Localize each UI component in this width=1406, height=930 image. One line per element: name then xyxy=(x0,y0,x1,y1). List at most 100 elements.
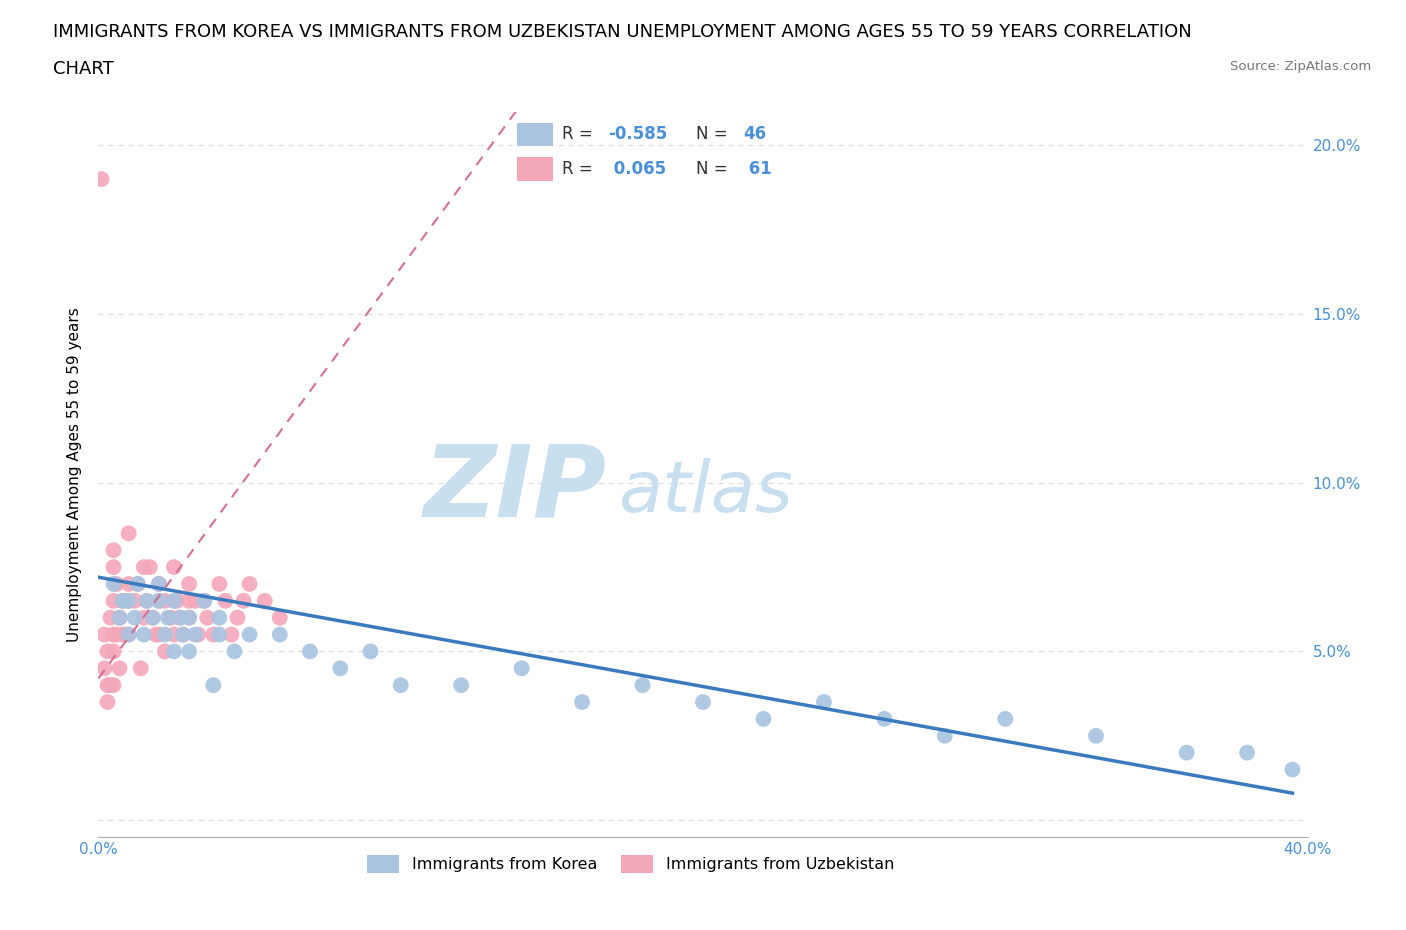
Point xyxy=(148,627,170,642)
Point xyxy=(103,593,125,608)
Point xyxy=(142,610,165,625)
Point xyxy=(118,627,141,642)
Text: N =: N = xyxy=(696,125,733,142)
Point xyxy=(127,577,149,591)
Y-axis label: Unemployment Among Ages 55 to 59 years: Unemployment Among Ages 55 to 59 years xyxy=(67,307,83,642)
Point xyxy=(179,610,201,625)
Point xyxy=(360,644,382,658)
Point xyxy=(156,610,179,625)
Point xyxy=(202,678,225,693)
Point xyxy=(450,678,472,693)
Legend: Immigrants from Korea, Immigrants from Uzbekistan: Immigrants from Korea, Immigrants from U… xyxy=(360,848,900,880)
Text: 46: 46 xyxy=(742,125,766,142)
Point xyxy=(163,560,186,575)
Point xyxy=(148,593,170,608)
Point xyxy=(179,610,201,625)
Point xyxy=(813,695,835,710)
Point xyxy=(239,577,262,591)
Point xyxy=(510,661,533,676)
Point xyxy=(169,610,191,625)
Point xyxy=(193,593,215,608)
Point xyxy=(179,577,201,591)
Point xyxy=(103,678,125,693)
Point xyxy=(96,678,118,693)
Point xyxy=(145,627,167,642)
Text: -0.585: -0.585 xyxy=(609,125,668,142)
Point xyxy=(221,627,243,642)
Point xyxy=(135,593,157,608)
Text: N =: N = xyxy=(696,160,733,178)
Point xyxy=(142,610,165,625)
Point xyxy=(153,644,176,658)
Point xyxy=(163,644,186,658)
Point xyxy=(269,627,291,642)
Point xyxy=(163,593,186,608)
Point xyxy=(103,543,125,558)
FancyBboxPatch shape xyxy=(517,123,553,146)
Point xyxy=(127,577,149,591)
Point xyxy=(100,610,122,625)
Point xyxy=(111,593,134,608)
Point xyxy=(184,593,207,608)
Point xyxy=(224,644,246,658)
Point xyxy=(103,560,125,575)
Point xyxy=(873,711,896,726)
Point xyxy=(1281,762,1303,777)
Point xyxy=(124,593,146,608)
Point xyxy=(208,627,231,642)
Text: R =: R = xyxy=(562,160,598,178)
Point xyxy=(1175,745,1198,760)
Point xyxy=(208,610,231,625)
Point xyxy=(179,644,201,658)
Point xyxy=(132,560,155,575)
Point xyxy=(692,695,714,710)
Point xyxy=(239,627,262,642)
Point xyxy=(96,695,118,710)
Point xyxy=(179,593,201,608)
Point xyxy=(105,627,128,642)
Point xyxy=(214,593,236,608)
Point xyxy=(1236,745,1258,760)
Point xyxy=(108,610,131,625)
Point xyxy=(103,627,125,642)
Point xyxy=(153,627,176,642)
Point xyxy=(129,661,152,676)
Point xyxy=(132,610,155,625)
Point xyxy=(299,644,322,658)
Point xyxy=(105,577,128,591)
Point xyxy=(571,695,593,710)
Point xyxy=(172,627,194,642)
Point xyxy=(93,661,115,676)
Point xyxy=(108,661,131,676)
Point xyxy=(232,593,254,608)
Point xyxy=(118,593,141,608)
Point xyxy=(166,593,188,608)
Text: IMMIGRANTS FROM KOREA VS IMMIGRANTS FROM UZBEKISTAN UNEMPLOYMENT AMONG AGES 55 T: IMMIGRANTS FROM KOREA VS IMMIGRANTS FROM… xyxy=(53,23,1192,41)
Text: ZIP: ZIP xyxy=(423,440,606,538)
FancyBboxPatch shape xyxy=(517,157,553,181)
Point xyxy=(96,644,118,658)
Point xyxy=(752,711,775,726)
Point xyxy=(208,577,231,591)
Point xyxy=(329,661,352,676)
Point xyxy=(253,593,276,608)
Point xyxy=(169,610,191,625)
Point xyxy=(389,678,412,693)
Point xyxy=(269,610,291,625)
Text: Source: ZipAtlas.com: Source: ZipAtlas.com xyxy=(1230,60,1371,73)
Text: 0.065: 0.065 xyxy=(609,160,666,178)
Point xyxy=(124,610,146,625)
Point xyxy=(160,610,183,625)
Point xyxy=(118,627,141,642)
Point xyxy=(994,711,1017,726)
Point xyxy=(148,593,170,608)
Point xyxy=(184,627,207,642)
Point xyxy=(195,610,218,625)
Point xyxy=(111,627,134,642)
Point xyxy=(163,627,186,642)
Point xyxy=(148,577,170,591)
Text: R =: R = xyxy=(562,125,598,142)
Point xyxy=(135,593,157,608)
Point xyxy=(1085,728,1108,743)
Point xyxy=(103,644,125,658)
